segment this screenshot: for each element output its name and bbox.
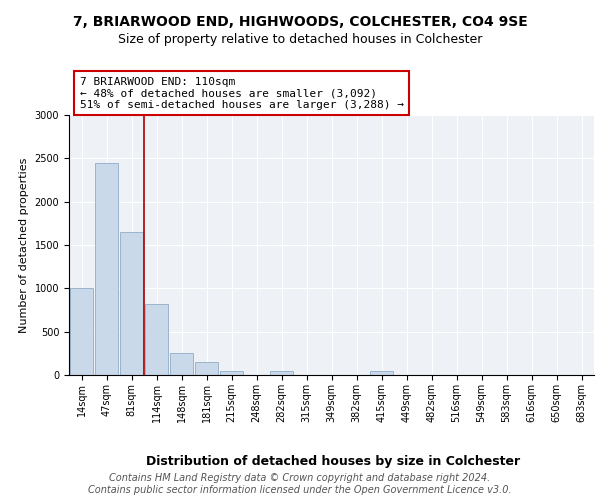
Text: Distribution of detached houses by size in Colchester: Distribution of detached houses by size … [146,454,520,468]
Bar [95,162,118,375]
Bar [170,354,193,375]
Bar [370,370,393,375]
Bar [270,370,293,375]
Text: 7, BRIARWOOD END, HIGHWOODS, COLCHESTER, CO4 9SE: 7, BRIARWOOD END, HIGHWOODS, COLCHESTER,… [73,15,527,29]
Text: 7 BRIARWOOD END: 110sqm
← 48% of detached houses are smaller (3,092)
51% of semi: 7 BRIARWOOD END: 110sqm ← 48% of detache… [79,76,404,110]
Y-axis label: Number of detached properties: Number of detached properties [19,158,29,332]
Bar [120,232,143,375]
Bar [220,370,243,375]
Text: Size of property relative to detached houses in Colchester: Size of property relative to detached ho… [118,32,482,46]
Bar [145,304,168,375]
Bar [70,288,93,375]
Bar [195,362,218,375]
Text: Contains HM Land Registry data © Crown copyright and database right 2024.
Contai: Contains HM Land Registry data © Crown c… [88,474,512,495]
